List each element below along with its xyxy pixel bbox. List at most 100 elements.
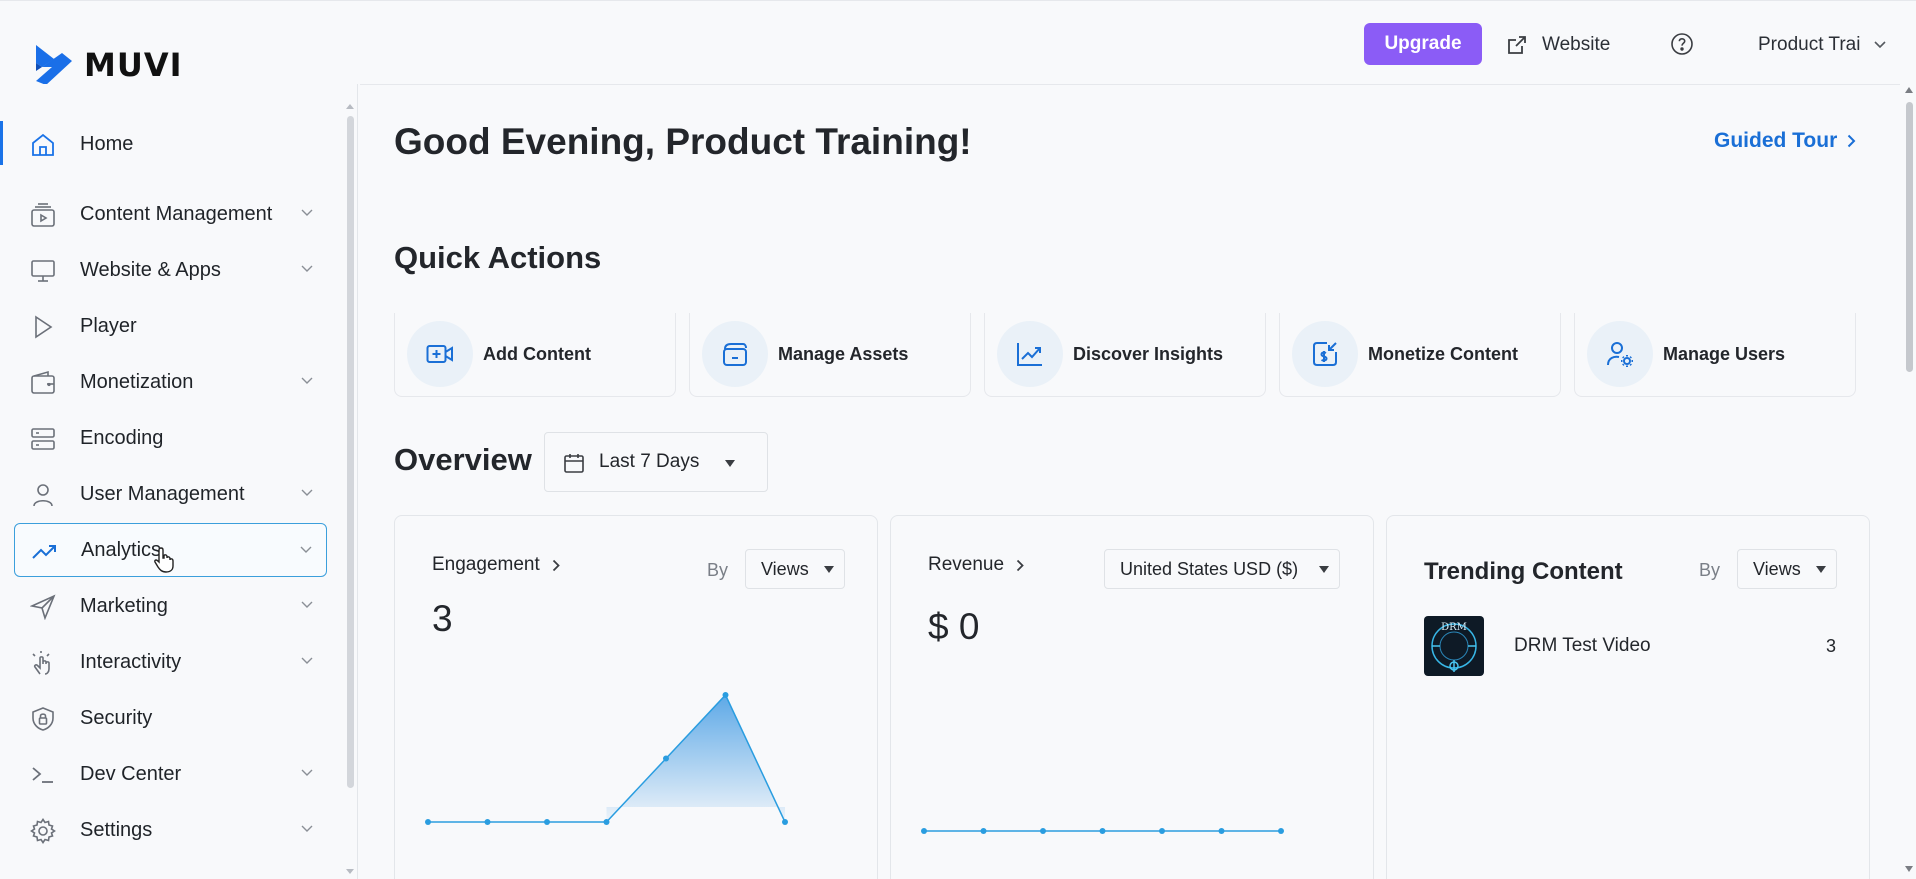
chevron-right-icon [1016,559,1024,571]
hand-cursor-icon [154,547,174,573]
trend-up-icon [32,545,56,559]
sidebar-item-monetization[interactable]: Monetization [14,355,327,409]
quick-action-icon-wrap [1587,321,1653,387]
user-gear-icon [1607,342,1633,367]
chart-data-point[interactable] [603,819,610,825]
user-icon [33,484,53,507]
sidebar-scrollbar[interactable] [347,116,354,788]
chart-data-point[interactable] [1040,828,1046,834]
quick-action-add-content[interactable]: Add Content [394,313,676,397]
chart-data-point[interactable] [425,819,431,825]
chevron-right-icon [552,559,560,571]
trending-content-title: Trending Content [1424,558,1623,585]
scroll-up-arrow[interactable] [346,104,354,109]
main-scroll-down-arrow[interactable] [1905,866,1913,872]
video-add-icon [426,345,453,363]
quick-actions: Add Content Manage Assets Discover Insig… [394,313,1864,397]
calendar-icon [564,454,584,473]
wallet-icon [31,370,55,394]
website-label: Website [1542,34,1611,55]
scroll-down-arrow[interactable] [346,869,354,874]
sidebar-item-home[interactable]: Home [14,117,327,171]
trending-metric-select[interactable]: Views [1737,549,1837,589]
chart-data-point[interactable] [921,828,927,834]
chart-data-point[interactable] [1159,828,1165,834]
muvi-logo[interactable]: MUVI [32,41,183,89]
chart-data-point[interactable] [544,819,550,825]
sidebar-item-player[interactable]: Player [14,299,327,353]
chart-data-point[interactable] [722,692,729,698]
chart-data-point[interactable] [663,755,669,762]
sidebar-item-label: Marketing [80,594,168,617]
logo-text: MUVI [84,46,183,84]
engagement-metric-value: Views [761,558,809,579]
profile-menu[interactable]: Product Trai [1758,31,1887,59]
trending-item-name: DRM Test Video [1514,635,1651,656]
sidebar-item-security[interactable]: Security [14,691,327,745]
sidebar-item-website-apps[interactable]: Website & Apps [14,243,327,297]
question-circle-icon [1671,33,1693,55]
engagement-metric-select[interactable]: Views [745,549,845,589]
chart-data-point[interactable] [484,819,491,825]
chevron-down-icon [301,825,313,832]
sidebar-item-user-management[interactable]: User Management [14,467,327,521]
quick-action-manage-users[interactable]: Manage Users [1574,313,1856,397]
send-icon [30,594,56,620]
shield-lock-icon [32,707,54,731]
chevron-down-icon [301,769,313,776]
upgrade-button[interactable]: Upgrade [1364,23,1482,65]
chart-data-point[interactable] [782,819,788,825]
quick-action-manage-assets[interactable]: Manage Assets [689,313,971,397]
by-label: By [707,560,729,580]
help-button[interactable] [1670,32,1694,56]
quick-action-icon-wrap [407,321,473,387]
engagement-title-link[interactable]: Engagement [432,554,560,576]
quick-actions-title: Quick Actions [394,240,602,275]
chevron-down-icon [300,546,312,553]
currency-select[interactable]: United States USD ($) [1104,549,1340,589]
quick-action-icon-wrap [997,321,1063,387]
sidebar-item-content-management[interactable]: Content Management [14,187,327,241]
profile-name: Product Trai [1758,34,1861,55]
currency-value: United States USD ($) [1120,558,1299,579]
terminal-icon [32,767,53,783]
sidebar-item-settings[interactable]: Settings [14,803,327,857]
website-link[interactable]: Website [1506,31,1610,59]
guided-tour-link[interactable]: Guided Tour [1714,129,1856,153]
top-header: MUVI Upgrade Website Product Trai [0,0,1916,85]
date-range-select[interactable]: Last 7 Days [544,432,768,492]
quick-action-discover-insights[interactable]: Discover Insights [984,313,1266,397]
chart-data-point[interactable] [980,828,987,834]
chevron-down-icon [1874,41,1887,49]
revenue-chart [921,828,1284,834]
chevron-down-icon [301,209,313,216]
sidebar-item-interactivity[interactable]: Interactivity [14,635,327,689]
quick-action-label: Add Content [483,344,591,364]
revenue-title-link[interactable]: Revenue [928,554,1024,576]
sidebar-item-label: Settings [80,818,153,841]
sidebar-item-encoding[interactable]: Encoding [14,411,327,465]
quick-action-label: Manage Users [1663,344,1786,364]
quick-action-monetize-content[interactable]: Monetize Content [1279,313,1561,397]
date-range-label: Last 7 Days [599,451,700,472]
trending-item-count: 3 [1825,635,1836,656]
external-link-icon [1508,36,1526,54]
chevron-down-icon [301,489,313,496]
monitor-icon [31,260,55,282]
sidebar-item-marketing[interactable]: Marketing [14,579,327,633]
sidebar-item-analytics[interactable]: Analytics [14,523,327,577]
main-content: Good Evening, Product Training! Guided T… [360,84,1900,879]
main-scroll-up-arrow[interactable] [1905,87,1913,93]
home-icon [32,133,54,156]
quick-action-icon-wrap [1292,321,1358,387]
chart-data-point[interactable] [1278,828,1284,834]
guided-tour-label: Guided Tour [1714,129,1838,152]
engagement-chart [425,692,788,825]
chart-data-point[interactable] [1099,828,1106,834]
muvi-logo-icon [36,45,72,85]
chart-data-point[interactable] [1218,828,1225,834]
main-scrollbar[interactable] [1906,102,1913,372]
quick-action-label: Monetize Content [1368,344,1518,364]
trending-item[interactable]: DRM DRM Test Video 3 [1424,616,1836,676]
sidebar-item-dev-center[interactable]: Dev Center [14,747,327,801]
